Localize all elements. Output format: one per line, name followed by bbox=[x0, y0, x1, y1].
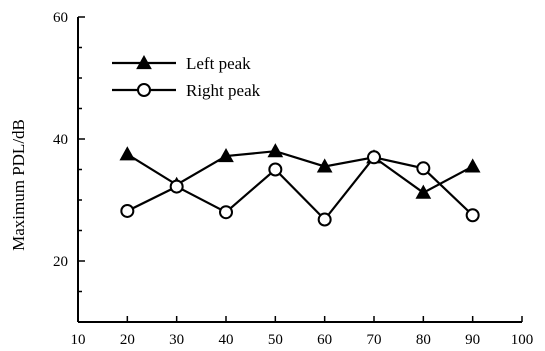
legend: Left peak Right peak bbox=[112, 54, 261, 100]
x-tick-label: 70 bbox=[367, 332, 382, 348]
data-point-right-peak bbox=[169, 179, 184, 194]
x-tick-label: 100 bbox=[511, 332, 534, 348]
y-axis-label: Maximum PDL/dB bbox=[9, 119, 28, 251]
y-tick-label: 40 bbox=[53, 132, 68, 148]
x-tick-label: 50 bbox=[268, 332, 283, 348]
data-point-left-peak bbox=[119, 146, 136, 161]
x-tick-label: 30 bbox=[169, 332, 184, 348]
data-point-left-peak bbox=[267, 143, 284, 158]
data-point-left-peak bbox=[464, 158, 481, 173]
data-point-right-peak bbox=[268, 162, 283, 177]
legend-label: Left peak bbox=[186, 54, 251, 73]
y-tick-label: 60 bbox=[53, 10, 68, 26]
series-markers bbox=[119, 143, 481, 227]
series-line-right-peak bbox=[126, 156, 474, 222]
x-tick-label: 80 bbox=[416, 332, 431, 348]
legend-label: Right peak bbox=[186, 81, 261, 100]
data-point-left-peak bbox=[218, 148, 234, 163]
y-tick-label: 20 bbox=[53, 254, 68, 270]
data-point-right-peak bbox=[219, 205, 233, 220]
series-line-left-peak bbox=[126, 150, 474, 194]
data-point-right-peak bbox=[317, 212, 332, 227]
tick-labels: 10 20 30 40 50 60 70 80 90 100 20 40 60 bbox=[53, 10, 533, 348]
data-point-right-peak bbox=[367, 150, 381, 165]
x-tick-label: 90 bbox=[465, 332, 480, 348]
x-tick-label: 20 bbox=[120, 332, 135, 348]
ticks bbox=[77, 16, 523, 323]
x-tick-label: 60 bbox=[317, 332, 332, 348]
data-point-right-peak bbox=[120, 203, 135, 218]
x-tick-label: 40 bbox=[219, 332, 234, 348]
data-point-right-peak bbox=[465, 208, 480, 223]
series-lines bbox=[126, 150, 474, 222]
data-point-right-peak bbox=[416, 161, 431, 176]
x-tick-label: 10 bbox=[71, 332, 86, 348]
data-point-left-peak bbox=[316, 158, 333, 173]
legend-marker bbox=[137, 83, 151, 97]
data-point-left-peak bbox=[415, 184, 432, 199]
legend-marker bbox=[136, 54, 152, 70]
